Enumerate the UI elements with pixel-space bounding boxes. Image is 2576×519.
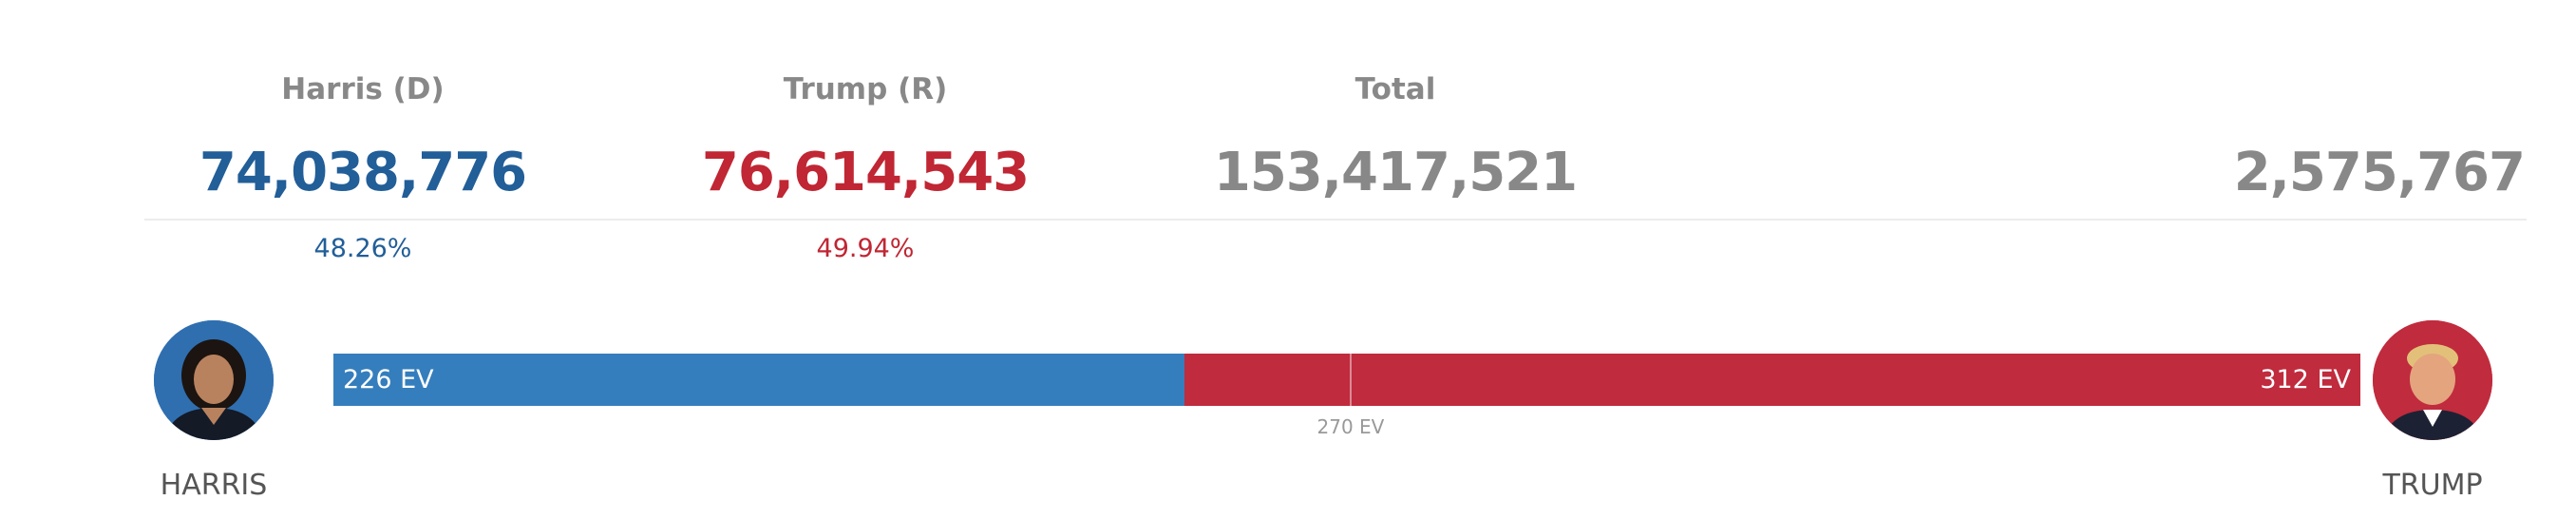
trump-ev-label: 312 EV [2260, 365, 2351, 394]
harris-ev-bar: 226 EV [333, 354, 1185, 406]
total-column-header: Total [1354, 72, 1436, 106]
electoral-vote-bar: 226 EV 312 EV [333, 354, 2360, 406]
harris-percent: 48.26% [313, 234, 412, 263]
trump-column-header: Trump (R) [783, 72, 948, 106]
trump-vote-count: 76,614,543 [701, 142, 1030, 203]
trump-avatar [2373, 320, 2492, 440]
trump-ev-bar: 312 EV [1184, 354, 2360, 406]
divider [144, 219, 2527, 221]
harris-avatar [154, 320, 274, 440]
harris-name-label: HARRIS [160, 469, 268, 502]
trump-name-label: TRUMP [2382, 469, 2483, 502]
harris-vote-count: 74,038,776 [199, 142, 527, 203]
threshold-label: 270 EV [1316, 415, 1385, 438]
margin-vote-count: 2,575,767 [2233, 142, 2526, 203]
harris-ev-label: 226 EV [343, 365, 434, 394]
threshold-marker [1349, 354, 1352, 406]
harris-column-header: Harris (D) [281, 72, 445, 106]
trump-percent: 49.94% [816, 234, 915, 263]
total-vote-count: 153,417,521 [1213, 142, 1578, 203]
